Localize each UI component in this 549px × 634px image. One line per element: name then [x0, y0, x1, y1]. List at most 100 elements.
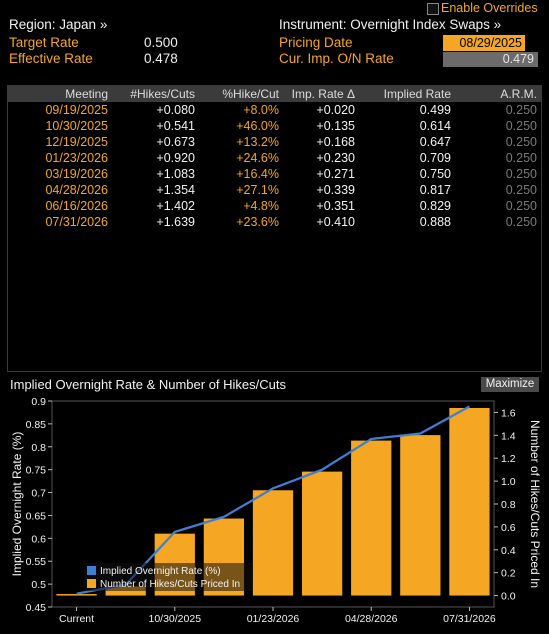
cell-imp-rate-delta: +0.339: [316, 183, 355, 197]
y2-tick-label: 0.0: [501, 591, 516, 603]
hikes-bar: [252, 490, 294, 596]
cell-implied-rate: 0.829: [419, 199, 451, 213]
cell-meeting: 10/30/2025: [45, 119, 108, 133]
cell-implied-rate: 0.647: [419, 135, 451, 149]
cell-hikes: +0.541: [156, 119, 195, 133]
y2-tick-label: 1.0: [501, 476, 516, 488]
y-tick-label: 0.6: [31, 533, 46, 545]
table-row[interactable]: 03/19/2026 +1.083 +16.4% +0.271 0.750 0.250: [8, 166, 541, 182]
cell-imp-rate-delta: +0.230: [316, 151, 355, 165]
cell-meeting: 06/16/2026: [45, 199, 108, 213]
y-tick-label: 0.8: [31, 442, 46, 454]
cell-arm: 0.250: [505, 151, 537, 165]
x-tick-label: 07/31/2026: [443, 613, 496, 625]
y-tick-label: 0.5: [31, 579, 46, 591]
target-rate-value: 0.500: [144, 35, 178, 50]
cell-arm: 0.250: [505, 119, 537, 133]
hikes-bar: [351, 440, 392, 596]
col-header-meeting[interactable]: Meeting: [65, 87, 108, 101]
chart-svg: 0.45 0.5 0.55 0.6 0.65 0.7 0.75 0.8 0.85 0.9 0.0 0.…: [10, 396, 542, 625]
cur-imp-rate-label: Cur. Imp. O/N Rate: [279, 51, 394, 66]
cell-meeting: 04/28/2026: [45, 183, 108, 197]
pricing-date-input[interactable]: 08/29/2025: [443, 35, 525, 51]
hikes-bar: [56, 594, 97, 596]
effective-rate-label: Effective Rate: [9, 51, 93, 66]
cell-implied-rate: 0.709: [419, 151, 451, 165]
cell-pct-hike: +46.0%: [236, 119, 279, 133]
table-row[interactable]: 10/30/2025 +0.541 +46.0% +0.135 0.614 0.250: [8, 118, 541, 134]
cell-hikes: +0.080: [156, 103, 195, 117]
effective-rate-value: 0.478: [144, 51, 178, 66]
cell-pct-hike: +24.6%: [236, 151, 279, 165]
legend-box: [84, 563, 252, 591]
x-tick-label: 01/23/2026: [247, 613, 300, 625]
y2-axis-title: Number of Hikes/Cuts Priced In: [528, 420, 542, 588]
table-row[interactable]: 07/31/2026 +1.639 +23.6% +0.410 0.888 0.250: [8, 214, 541, 230]
y2-tick-label: 1.6: [501, 407, 516, 419]
y-tick-label: 0.75: [26, 465, 47, 477]
cell-hikes: +1.083: [156, 167, 195, 181]
y2-tick-label: 0.2: [501, 568, 516, 580]
y2-tick-label: 0.8: [501, 499, 516, 511]
cell-imp-rate-delta: +0.410: [316, 215, 355, 229]
enable-overrides-label[interactable]: Enable Overrides: [441, 1, 538, 15]
cell-imp-rate-delta: +0.020: [316, 103, 355, 117]
legend-swatch-bar: [87, 579, 96, 588]
cell-pct-hike: +23.6%: [236, 215, 279, 229]
chart-title: Implied Overnight Rate & Number of Hikes…: [10, 377, 286, 392]
target-rate-label: Target Rate: [9, 35, 79, 50]
cell-implied-rate: 0.888: [419, 215, 451, 229]
cell-implied-rate: 0.750: [419, 167, 451, 181]
table-row[interactable]: 12/19/2025 +0.673 +13.2% +0.168 0.647 0.250: [8, 134, 541, 150]
cell-arm: 0.250: [505, 135, 537, 149]
legend-label: Number of Hikes/Cuts Priced In: [100, 579, 240, 590]
cell-implied-rate: 0.499: [419, 103, 451, 117]
col-header-imp-rate-delta[interactable]: Imp. Rate Δ: [291, 87, 355, 101]
enable-overrides-checkbox[interactable]: [427, 3, 439, 15]
y2-tick-label: 1.4: [501, 430, 516, 442]
hikes-bar: [449, 407, 490, 596]
cell-hikes: +1.402: [156, 199, 195, 213]
legend-label: Implied Overnight Rate (%): [100, 566, 221, 577]
cell-implied-rate: 0.817: [419, 183, 451, 197]
cell-imp-rate-delta: +0.351: [316, 199, 355, 213]
cell-hikes: +1.639: [156, 215, 195, 229]
pricing-date-label: Pricing Date: [279, 35, 353, 50]
instrument-selector[interactable]: Instrument: Overnight Index Swaps »: [279, 17, 502, 32]
cell-meeting: 03/19/2026: [45, 167, 108, 181]
col-header-pct-hike[interactable]: %Hike/Cut: [222, 87, 279, 101]
chart-area: 0.45 0.5 0.55 0.6 0.65 0.7 0.75 0.8 0.85 0.9 0.0 0.…: [7, 393, 542, 631]
maximize-button[interactable]: Maximize: [481, 377, 539, 392]
cell-meeting: 12/19/2025: [45, 135, 108, 149]
x-tick-label: Current: [59, 613, 94, 625]
table-row[interactable]: 06/16/2026 +1.402 +4.8% +0.351 0.829 0.250: [8, 198, 541, 214]
col-header-arm[interactable]: A.R.M.: [500, 87, 537, 101]
x-tick-label: 04/28/2026: [345, 613, 398, 625]
col-header-implied-rate[interactable]: Implied Rate: [383, 87, 451, 101]
table-row[interactable]: 01/23/2026 +0.920 +24.6% +0.230 0.709 0.250: [8, 150, 541, 166]
y-tick-label: 0.45: [26, 602, 47, 614]
cell-arm: 0.250: [505, 103, 537, 117]
meetings-table-panel: [7, 85, 542, 372]
hikes-bar: [301, 471, 343, 596]
y2-tick-label: 1.2: [501, 453, 516, 465]
table-row[interactable]: 04/28/2026 +1.354 +27.1% +0.339 0.817 0.250: [8, 182, 541, 198]
region-selector[interactable]: Region: Japan »: [9, 17, 108, 32]
table-row[interactable]: 09/19/2025 +0.080 +8.0% +0.020 0.499 0.250: [8, 102, 541, 118]
cell-pct-hike: +13.2%: [236, 135, 279, 149]
y2-tick-label: 0.4: [501, 545, 516, 557]
col-header-hikes[interactable]: #Hikes/Cuts: [130, 87, 195, 101]
cur-imp-rate-value[interactable]: 0.479: [443, 52, 538, 67]
y-axis-title: Implied Overnight Rate (%): [10, 432, 24, 577]
table-header: Meeting #Hikes/Cuts %Hike/Cut Imp. Rate …: [8, 86, 541, 102]
hikes-bar: [400, 435, 441, 596]
cell-arm: 0.250: [505, 183, 537, 197]
legend-swatch-line: [87, 566, 96, 575]
cell-hikes: +0.673: [156, 135, 195, 149]
cell-imp-rate-delta: +0.271: [316, 167, 355, 181]
cell-pct-hike: +8.0%: [243, 103, 279, 117]
cell-pct-hike: +27.1%: [236, 183, 279, 197]
cell-imp-rate-delta: +0.135: [316, 119, 355, 133]
cell-pct-hike: +16.4%: [236, 167, 279, 181]
y-tick-label: 0.7: [31, 488, 46, 500]
